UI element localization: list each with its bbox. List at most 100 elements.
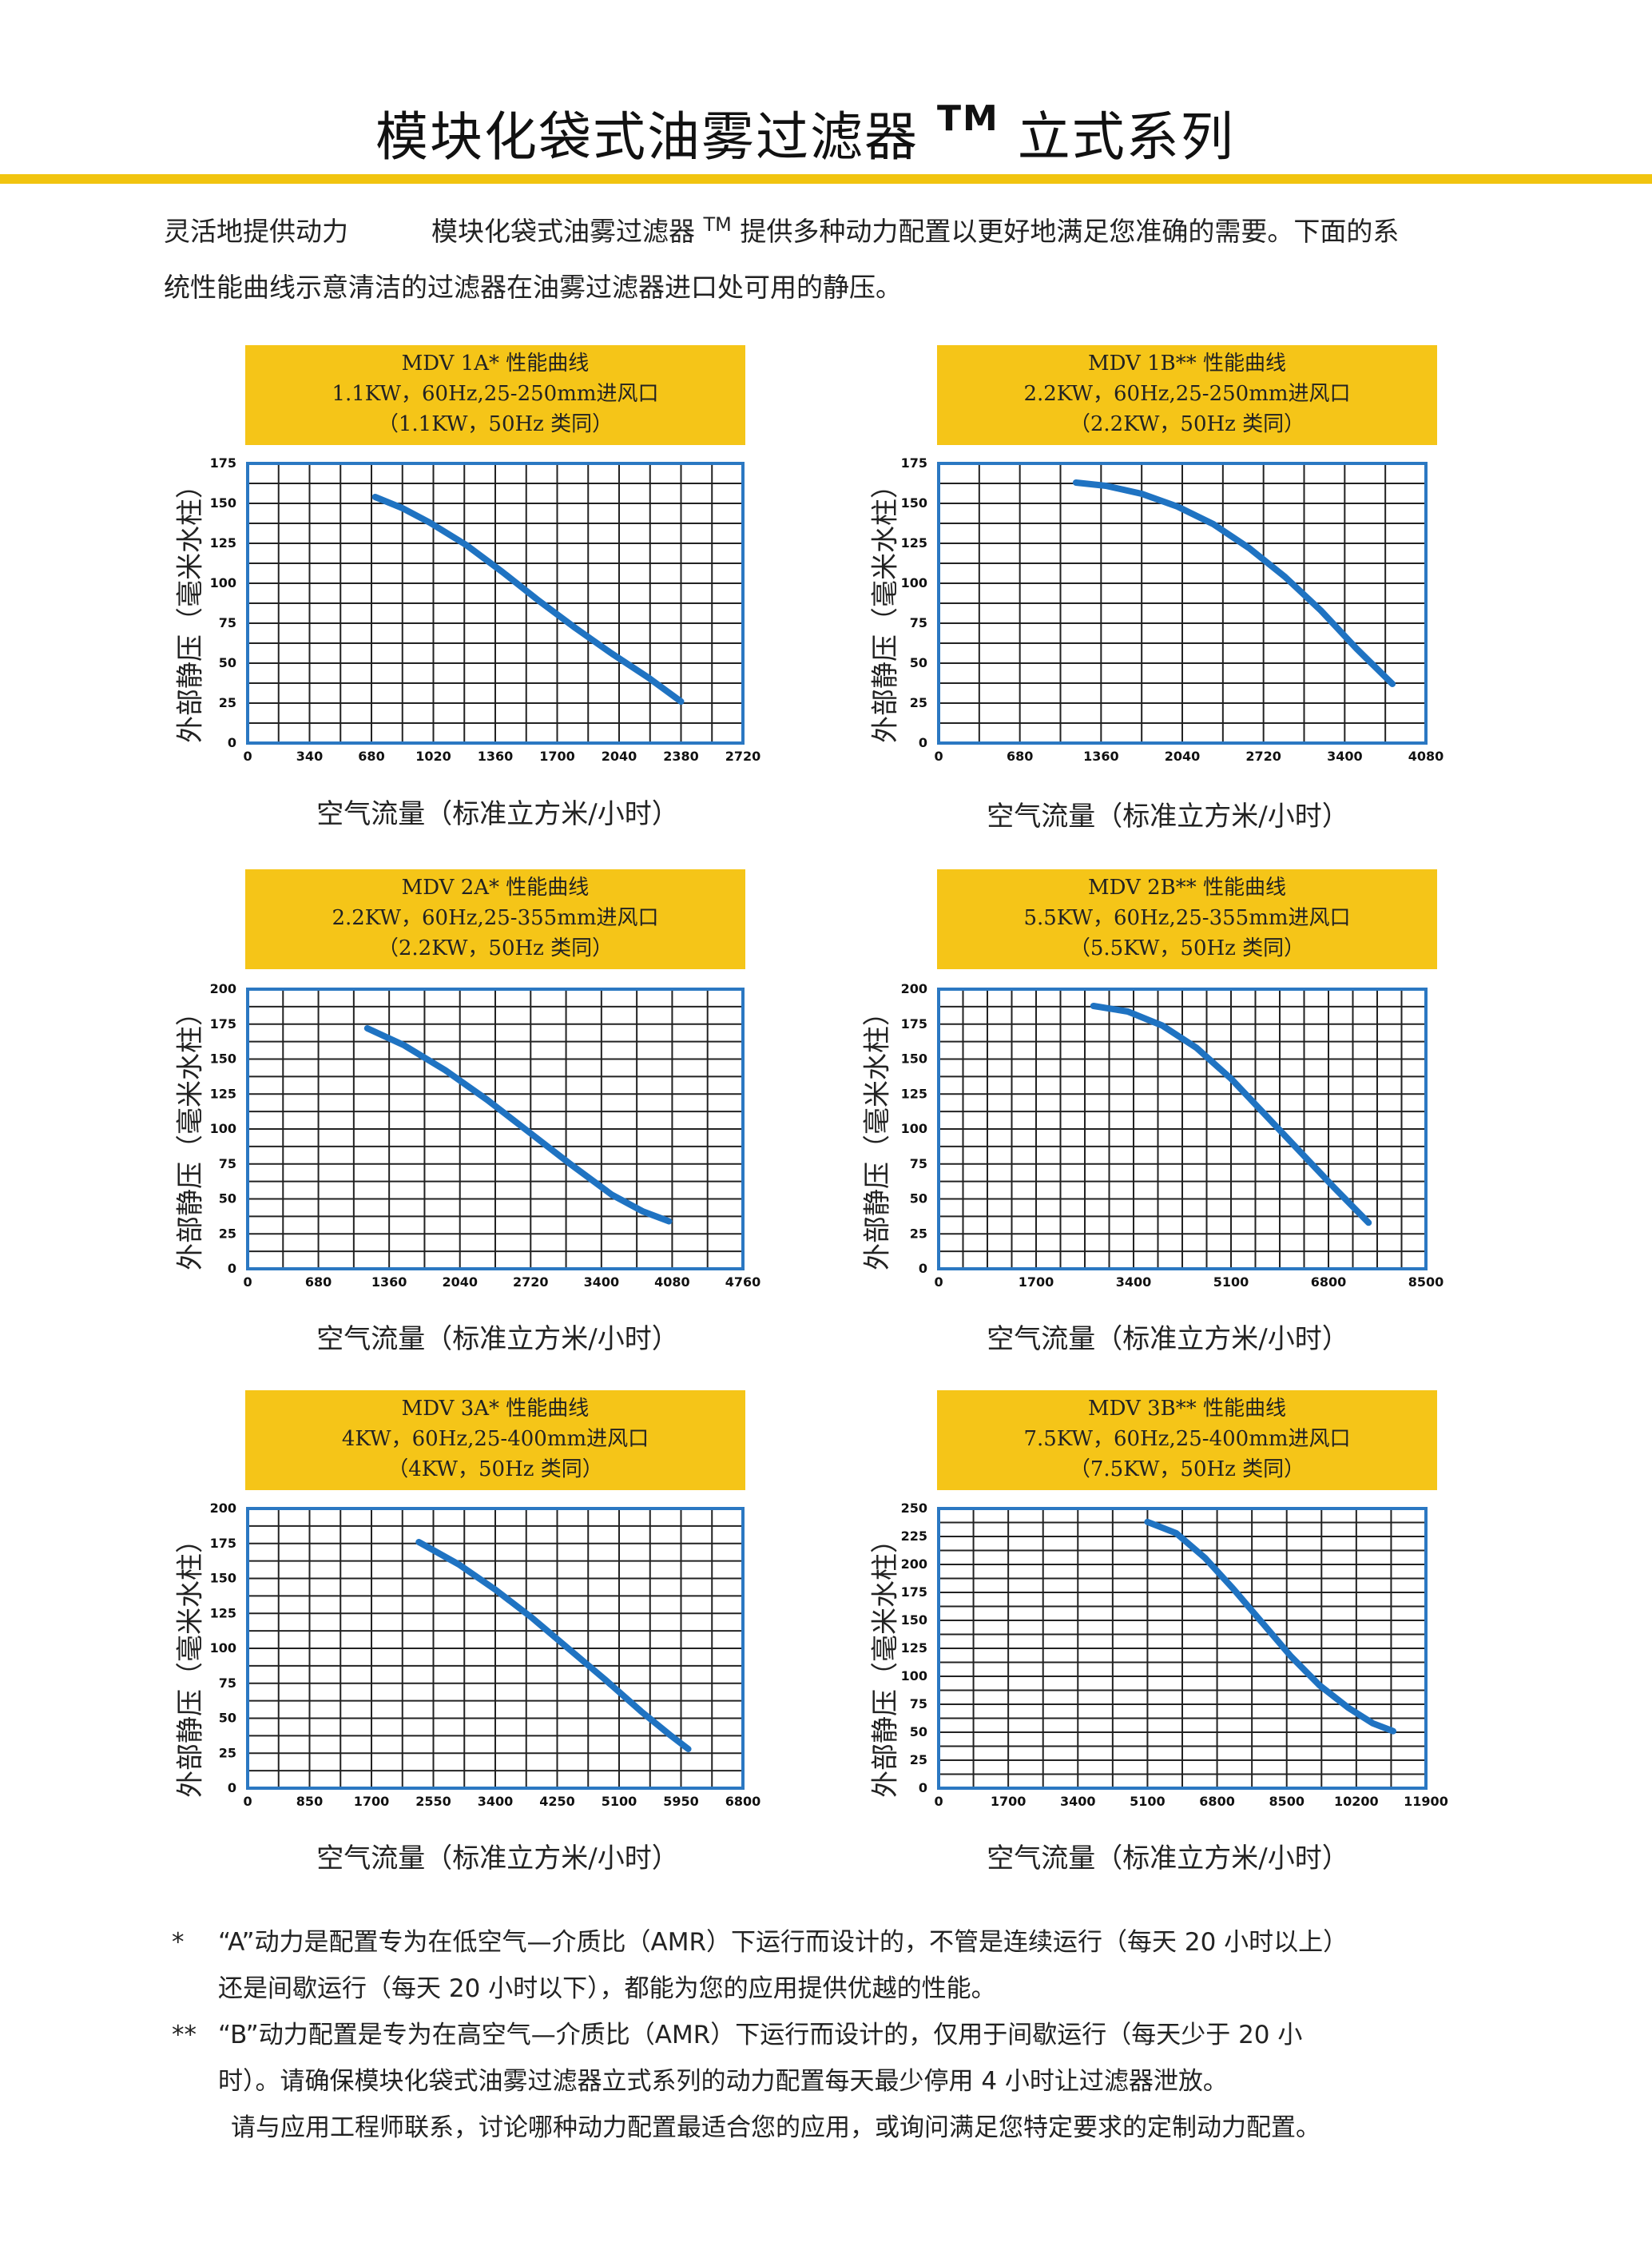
y-tick-label: 175 <box>210 1536 236 1551</box>
plot-area <box>246 1507 745 1790</box>
x-tick-label: 4760 <box>725 1274 761 1290</box>
footnotes: * “A”动力是配置专为在低空气—介质比（AMR）下运行而设计的，不管是连续运行（… <box>172 1919 1458 2151</box>
chart-mdv-1a: 0 340 680 1020 1360 1700 2040 2380 2720 0 25 50 75 10… <box>210 455 761 764</box>
y-tick-label: 75 <box>910 1156 927 1171</box>
chart-header-2b: MDV 2B** 性能曲线 5.5KW，60Hz,25-355mm进风口 （5.5K… <box>937 869 1437 969</box>
x-tick-label: 5100 <box>1130 1794 1166 1809</box>
data-point <box>1368 1222 1369 1223</box>
data-point <box>528 1131 530 1132</box>
data-point <box>1392 683 1393 685</box>
x-tick-label: 2380 <box>663 749 699 764</box>
chart-mdv-2a: 0 680 1360 2040 2720 3400 4080 4760 0 25 50 75 100 12… <box>210 981 761 1290</box>
x-tick-label: 0 <box>243 1274 252 1290</box>
x-tick-label: 6800 <box>725 1794 761 1809</box>
footnote-a-cont: 还是间歇运行（每天 20 小时以下），都能为您的应用提供优越的性能。 <box>218 1974 996 2003</box>
data-point <box>486 1099 488 1100</box>
y-tick-label: 150 <box>901 1051 927 1067</box>
y-tick-label: 75 <box>910 615 927 630</box>
y-tick-label: 175 <box>901 1584 927 1600</box>
y-tick-label: 125 <box>210 535 236 551</box>
chart-3a-xlabel: 空气流量（标准立方米/小时） <box>316 1842 679 1874</box>
x-tick-label: 850 <box>296 1794 323 1809</box>
y-tick-label: 50 <box>910 1724 927 1739</box>
x-tick-label: 340 <box>296 749 323 764</box>
y-tick-label: 0 <box>228 1261 236 1276</box>
x-tick-label: 5100 <box>1213 1274 1249 1290</box>
series-line <box>371 494 685 705</box>
footnote-a: * “A”动力是配置专为在低空气—介质比（AMR）下运行而设计的，不管是连续运行（… <box>172 1928 1348 1957</box>
y-tick-label: 175 <box>210 1016 236 1032</box>
chart-2b-xlabel: 空气流量（标准立方米/小时） <box>987 1323 1349 1355</box>
x-tick-label: 680 <box>358 749 384 764</box>
trademark-mark: TM <box>936 98 999 139</box>
y-tick-label: 200 <box>901 1556 927 1572</box>
y-tick-label: 50 <box>910 655 927 670</box>
x-tick-label: 1360 <box>371 1274 407 1290</box>
y-tick-label: 150 <box>210 1051 236 1067</box>
y-tick-label: 100 <box>901 1121 927 1136</box>
x-tick-label: 6800 <box>1199 1794 1235 1809</box>
chart-2a-ylabel: 外部静压（毫米水柱） <box>174 999 207 1270</box>
y-tick-label: 25 <box>219 695 236 710</box>
data-point <box>1320 610 1321 611</box>
x-tick-label: 0 <box>934 1794 943 1809</box>
intro-line2: 统性能曲线示意清洁的过滤器在油雾过滤器进口处可用的静压。 <box>164 272 902 303</box>
chart-1a-ylabel: 外部静压（毫米水柱） <box>174 471 207 743</box>
y-tick-label: 0 <box>919 1261 927 1276</box>
x-tick-label: 8500 <box>1408 1274 1444 1290</box>
data-point <box>1319 1684 1320 1686</box>
data-point <box>1299 1151 1301 1152</box>
data-point <box>642 1210 644 1212</box>
x-tick-label: 680 <box>305 1274 332 1290</box>
y-tick-label: 125 <box>901 1640 927 1656</box>
plot-frame <box>246 1507 745 1790</box>
x-tick-label: 5100 <box>602 1794 637 1809</box>
x-tick-label: 2040 <box>442 1274 478 1290</box>
plot-frame <box>246 988 745 1270</box>
x-tick-label: 2720 <box>513 1274 549 1290</box>
chart-header-3b: MDV 3B** 性能曲线 7.5KW，60Hz,25-400mm进风口 （7.5K… <box>937 1390 1437 1490</box>
chart-1a-xlabel: 空气流量（标准立方米/小时） <box>316 798 679 830</box>
y-tick-label: 100 <box>901 1668 927 1683</box>
plot-area <box>937 1507 1428 1790</box>
series-line <box>1144 1518 1396 1735</box>
y-tick-label: 25 <box>910 1226 927 1241</box>
x-tick-label: 4250 <box>539 1794 575 1809</box>
data-point <box>466 544 467 546</box>
footnote-b-cont: 时）。请确保模块化袋式油雾过滤器立式系列的动力配置每天最少停用 4 小时让过滤器… <box>218 2067 1228 2096</box>
data-point <box>1146 1521 1148 1523</box>
data-point <box>1093 1005 1094 1007</box>
y-tick-label: 0 <box>228 735 236 750</box>
y-tick-label: 125 <box>210 1086 236 1101</box>
y-tick-label: 150 <box>210 1571 236 1586</box>
data-point <box>1333 1187 1335 1188</box>
y-tick-label: 25 <box>910 695 927 710</box>
y-tick-label: 50 <box>910 1191 927 1206</box>
y-tick-label: 150 <box>210 495 236 511</box>
y-tick-label: 100 <box>210 1121 236 1136</box>
x-tick-label: 0 <box>934 1274 943 1290</box>
chart-mdv-3b: 0 1700 3400 5100 6800 8500 10200 11900 0 25 50 75 10… <box>901 1501 1448 1809</box>
y-tick-label: 25 <box>910 1752 927 1767</box>
x-tick-label: 0 <box>243 749 252 764</box>
y-tick-label: 125 <box>210 1605 236 1620</box>
chart-mdv-1b: 0 680 1360 2040 2720 3400 4080 0 25 50 75 100 125 150… <box>901 455 1444 764</box>
data-point <box>538 600 540 602</box>
plot-area <box>937 988 1428 1270</box>
x-tick-label: 5950 <box>663 1794 699 1809</box>
x-tick-label: 0 <box>934 749 943 764</box>
footnote-b: ** “B”动力配置是专为在高空气—介质比（AMR）下运行而设计的，仅用于间歇运行… <box>172 2021 1303 2049</box>
intro-paragraph: 灵活地提供动力 模块化袋式油雾过滤器 TM 提供多种动力配置以更好地满足您准确的需… <box>164 197 1506 316</box>
data-point <box>531 1617 533 1618</box>
y-tick-label: 175 <box>901 1016 927 1032</box>
data-point <box>402 507 403 509</box>
chart-1b-xlabel: 空气流量（标准立方米/小时） <box>987 801 1349 833</box>
plot-frame <box>246 462 745 745</box>
y-tick-label: 125 <box>901 1086 927 1101</box>
x-tick-label: 4080 <box>654 1274 690 1290</box>
intro-lead: 灵活地提供动力 <box>164 216 348 247</box>
chart-mdv-3a: 0 850 1700 2550 3400 4250 5100 5950 680002550751… <box>210 1501 761 1809</box>
x-tick-label: 1700 <box>354 1794 390 1809</box>
x-tick-label: 2720 <box>1245 749 1281 764</box>
plot-area <box>937 462 1428 745</box>
